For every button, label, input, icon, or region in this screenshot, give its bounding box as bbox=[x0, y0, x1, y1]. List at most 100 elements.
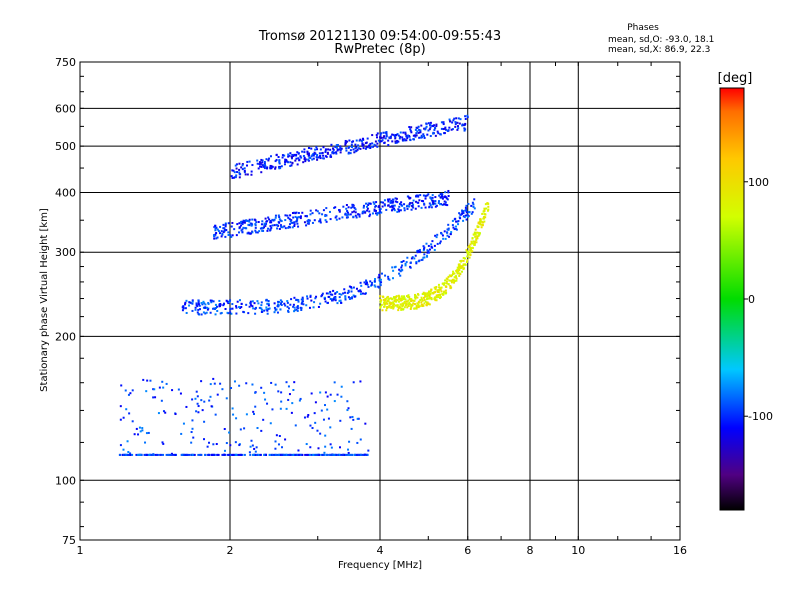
echo-point bbox=[385, 133, 388, 136]
echo-point bbox=[460, 260, 463, 263]
echo-point bbox=[399, 135, 402, 138]
echo-point bbox=[375, 212, 378, 215]
echo-point bbox=[386, 300, 389, 303]
echo-point bbox=[308, 453, 311, 456]
echo-point bbox=[424, 197, 427, 200]
echo-point bbox=[319, 154, 322, 157]
echo-point bbox=[394, 197, 397, 200]
echo-point bbox=[465, 211, 468, 214]
echo-point bbox=[242, 226, 245, 229]
echo-point bbox=[428, 128, 431, 131]
echo-point bbox=[351, 211, 354, 214]
echo-point bbox=[307, 221, 310, 224]
echo-point bbox=[240, 224, 243, 227]
echo-point bbox=[162, 410, 165, 413]
echo-point bbox=[388, 137, 391, 140]
echo-point bbox=[429, 123, 432, 126]
echo-point bbox=[340, 453, 343, 456]
echo-point bbox=[409, 261, 412, 264]
echo-point bbox=[390, 306, 393, 309]
echo-point bbox=[415, 134, 418, 137]
echo-point bbox=[303, 151, 306, 154]
echo-point bbox=[205, 311, 208, 314]
echo-point bbox=[235, 167, 238, 170]
echo-point bbox=[283, 302, 286, 305]
echo-point bbox=[383, 199, 386, 202]
echo-point bbox=[439, 133, 442, 136]
echo-point bbox=[309, 213, 312, 216]
echo-point bbox=[193, 453, 196, 456]
echo-point bbox=[422, 256, 425, 259]
echo-point bbox=[366, 207, 369, 210]
echo-point bbox=[291, 226, 294, 229]
echo-point bbox=[445, 285, 448, 288]
echo-point bbox=[223, 428, 226, 431]
echo-point bbox=[333, 296, 336, 299]
echo-point bbox=[472, 203, 475, 206]
echo-point bbox=[487, 208, 490, 211]
echo-point bbox=[369, 280, 372, 283]
echo-point bbox=[364, 283, 367, 286]
x-tick-label: 1 bbox=[77, 544, 84, 557]
echo-point bbox=[426, 254, 429, 257]
echo-point bbox=[161, 380, 164, 383]
echo-point bbox=[294, 159, 297, 162]
echo-point bbox=[396, 201, 399, 204]
echo-point bbox=[398, 268, 401, 271]
echo-point bbox=[373, 208, 376, 211]
echo-point bbox=[352, 294, 355, 297]
echo-point bbox=[129, 392, 132, 395]
echo-point bbox=[457, 117, 460, 120]
echo-point bbox=[260, 171, 263, 174]
echo-point bbox=[266, 309, 269, 312]
echo-point bbox=[223, 228, 226, 231]
echo-point bbox=[273, 453, 276, 456]
echo-point bbox=[197, 453, 200, 456]
echo-point bbox=[448, 235, 451, 238]
echo-point bbox=[456, 266, 459, 269]
echo-point bbox=[416, 293, 419, 296]
echo-point bbox=[260, 386, 263, 389]
echo-point bbox=[408, 296, 411, 299]
echo-point bbox=[435, 294, 438, 297]
echo-point bbox=[335, 152, 338, 155]
echo-point bbox=[409, 196, 412, 199]
echo-point bbox=[383, 203, 386, 206]
echo-point bbox=[238, 162, 241, 165]
echo-point bbox=[441, 197, 444, 200]
echo-point bbox=[243, 221, 246, 224]
echo-point bbox=[287, 161, 290, 164]
echo-point bbox=[417, 201, 420, 204]
echo-point bbox=[306, 297, 309, 300]
echo-point bbox=[336, 291, 339, 294]
echo-point bbox=[297, 152, 300, 155]
echo-point bbox=[347, 152, 350, 155]
echo-point bbox=[308, 306, 311, 309]
echo-point bbox=[322, 154, 325, 157]
echo-point bbox=[238, 384, 241, 387]
echo-point bbox=[194, 397, 197, 400]
echo-point bbox=[379, 295, 382, 298]
echo-point bbox=[229, 453, 232, 456]
echo-point bbox=[329, 443, 332, 446]
echo-point bbox=[196, 395, 199, 398]
echo-point bbox=[338, 217, 341, 220]
echo-point bbox=[317, 305, 320, 308]
echo-point bbox=[310, 453, 313, 456]
echo-point bbox=[376, 213, 379, 216]
echo-point bbox=[399, 131, 402, 134]
echo-point bbox=[290, 298, 293, 301]
echo-point bbox=[388, 278, 391, 281]
echo-point bbox=[437, 202, 440, 205]
echo-point bbox=[474, 235, 477, 238]
echo-point bbox=[313, 219, 316, 222]
echo-point bbox=[268, 307, 271, 310]
echo-point bbox=[224, 235, 227, 238]
echo-point bbox=[409, 307, 412, 310]
echo-point bbox=[470, 204, 473, 207]
echo-point bbox=[274, 216, 277, 219]
echo-point bbox=[235, 453, 238, 456]
echo-point bbox=[450, 231, 453, 234]
echo-point bbox=[406, 137, 409, 140]
echo-point bbox=[316, 429, 319, 432]
